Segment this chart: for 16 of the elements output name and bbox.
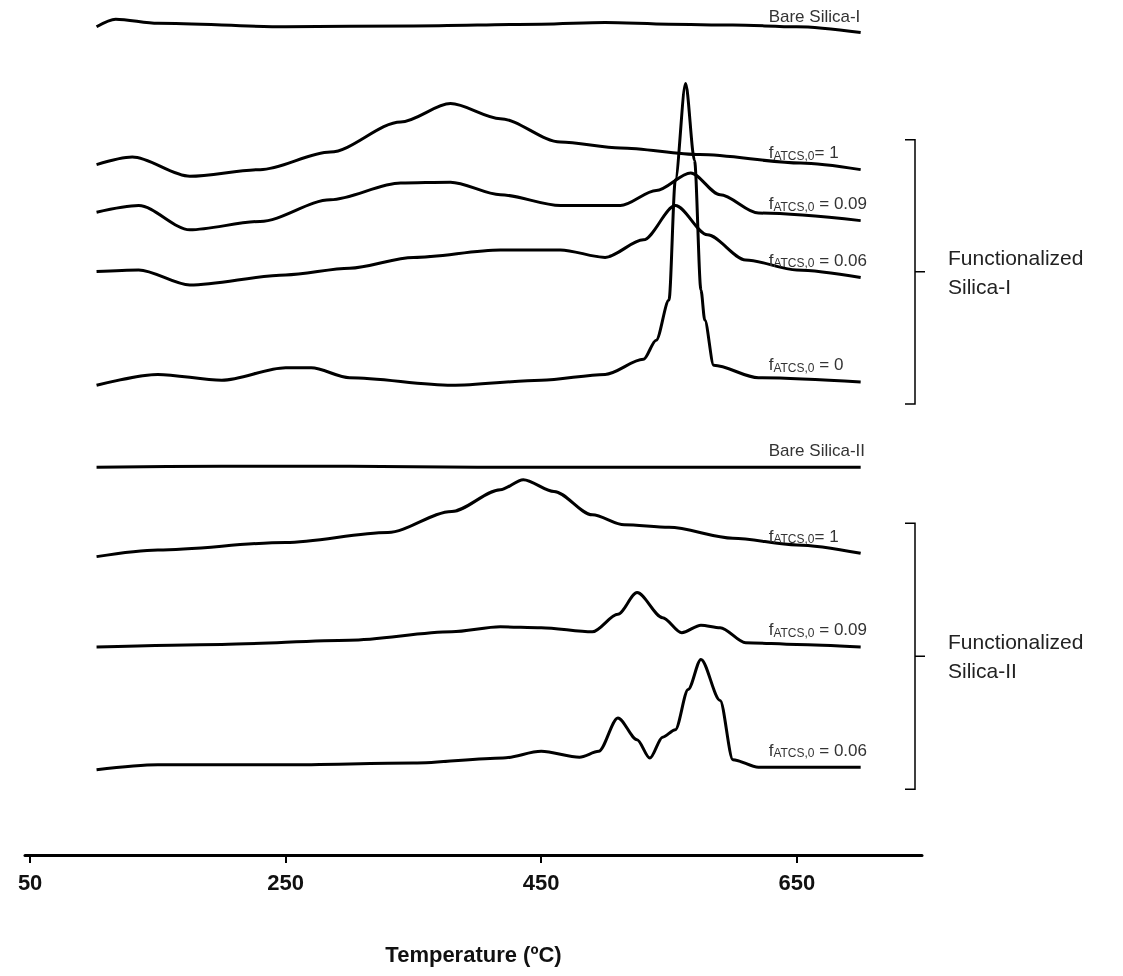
series-label: fATCS,0= 1 xyxy=(768,526,839,547)
x-tick-label: 50 xyxy=(17,869,43,895)
series-label: fATCS,0 = 0.06 xyxy=(768,250,867,271)
text: Functionalized Silica-II xyxy=(948,629,1084,685)
series-label: fATCS,0 = 0.09 xyxy=(768,620,867,640)
series-label: fATCS,0 = 0.09 xyxy=(768,194,867,214)
x-tick-label: 450 xyxy=(522,869,560,895)
series-label: fATCS,0 = 0 xyxy=(768,355,844,375)
x-tick-label: 250 xyxy=(267,869,305,895)
x-tick-label: 650 xyxy=(778,869,816,895)
series-label: fATCS,0 = 0.06 xyxy=(768,740,867,761)
text: Functionalized Silica-I xyxy=(948,244,1084,300)
series-label: Bare Silica-II xyxy=(768,441,866,461)
x-axis-title: Temperature (ºC) xyxy=(385,941,562,967)
series-label: Bare Silica-I xyxy=(768,6,861,26)
series-label: fATCS,0= 1 xyxy=(768,143,839,163)
